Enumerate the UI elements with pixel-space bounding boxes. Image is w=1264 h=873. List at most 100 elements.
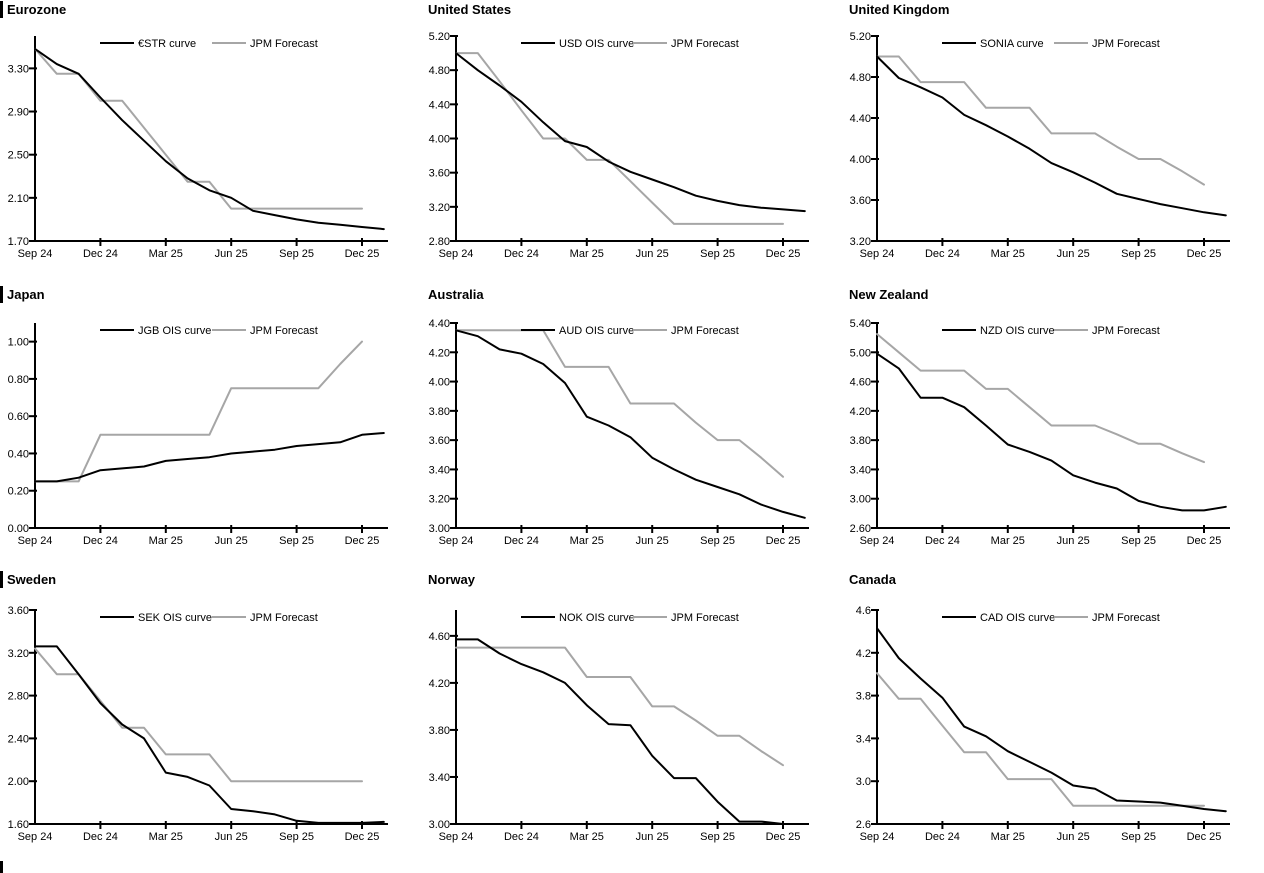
y-axis-tick-label: 2.10	[8, 193, 29, 205]
y-axis-tick-label: 3.80	[429, 406, 450, 418]
x-axis-tick-label: Mar 25	[149, 831, 183, 843]
x-axis-tick-label: Dec 25	[1187, 248, 1222, 260]
chart-title: Australia	[428, 287, 484, 302]
x-axis-tick-label: Dec 25	[345, 535, 380, 547]
y-axis-tick-label: 4.20	[429, 678, 450, 690]
y-axis-tick-label: 3.20	[8, 648, 29, 660]
y-axis-tick-label: 4.20	[850, 406, 871, 418]
y-axis-tick-label: 3.00	[850, 494, 871, 506]
y-axis-tick-label: 4.2	[856, 648, 871, 660]
x-axis-tick-label: Mar 25	[149, 248, 183, 260]
x-axis-tick-label: Sep 24	[860, 831, 895, 843]
y-axis-tick-label: 1.70	[8, 236, 29, 248]
legend-item-label: JPM Forecast	[250, 325, 318, 337]
legend-item-label: JPM Forecast	[1092, 612, 1160, 624]
x-axis-tick-label: Jun 25	[1057, 248, 1090, 260]
chart-cell-norway: Norway 4.60 4.20 3.80 3.40 3.00 Sep 24 Dec 24 Ma…	[421, 570, 842, 873]
x-axis-tick-label: Mar 25	[991, 248, 1025, 260]
forecast-line	[876, 55, 1205, 186]
chart-title: Eurozone	[7, 2, 67, 17]
ois-curve-line	[876, 55, 1227, 217]
legend-item-label: SONIA curve	[980, 38, 1044, 50]
x-axis-tick-label: Dec 25	[1187, 535, 1222, 547]
legend-item-label: JPM Forecast	[671, 612, 739, 624]
y-axis-tick-label: 2.60	[850, 523, 871, 535]
x-axis-tick-label: Sep 24	[439, 535, 474, 547]
x-axis-tick-label: Sep 24	[18, 535, 53, 547]
legend-item-label: JPM Forecast	[1092, 38, 1160, 50]
y-axis-tick-label: 5.00	[850, 347, 871, 359]
y-axis-tick-label: 0.00	[8, 523, 29, 535]
legend-item-label: USD OIS curve	[559, 38, 634, 50]
chart-cell-new-zealand: New Zealand 5.40 5.00 4.60 4.20 3.80 3.40 3.00 2…	[842, 285, 1264, 570]
legend-item-label: JGB OIS curve	[138, 325, 211, 337]
x-axis-tick-label: Dec 24	[83, 535, 118, 547]
legend-item-label: JPM Forecast	[671, 38, 739, 50]
x-axis-tick-label: Dec 25	[345, 831, 380, 843]
legend-item-label: SEK OIS curve	[138, 612, 212, 624]
x-axis-tick-label: Sep 24	[18, 831, 53, 843]
y-axis-tick-label: 0.20	[8, 486, 29, 498]
y-axis-tick-label: 3.20	[429, 494, 450, 506]
forecast-line	[34, 47, 363, 210]
legend-item-label: NOK OIS curve	[559, 612, 635, 624]
x-axis-tick-label: Dec 24	[925, 831, 960, 843]
section-divider-bar	[0, 1, 3, 18]
forecast-line	[876, 672, 1205, 807]
chart-title: United Kingdom	[849, 2, 950, 17]
y-axis-tick-label: 1.00	[8, 337, 29, 349]
y-axis-tick-label: 4.40	[429, 99, 450, 111]
y-axis-tick-label: 3.4	[856, 733, 871, 745]
x-axis-tick-label: Jun 25	[215, 831, 248, 843]
ois-curve-line	[455, 329, 806, 519]
x-axis-tick-label: Mar 25	[570, 248, 604, 260]
y-axis-tick-label: 3.40	[850, 464, 871, 476]
y-axis-tick-label: 3.80	[850, 435, 871, 447]
x-axis-tick-label: Dec 25	[766, 535, 801, 547]
x-axis-tick-label: Jun 25	[1057, 831, 1090, 843]
x-axis-tick-label: Dec 25	[345, 248, 380, 260]
x-axis-tick-label: Sep 24	[18, 248, 53, 260]
section-divider-bar-bottom	[0, 861, 3, 873]
y-axis-tick-label: 2.6	[856, 819, 871, 831]
chart-cell-united-states: United States 5.20 4.80 4.40 4.00 3.60 3.20 2.8…	[421, 0, 842, 285]
chart-title: Canada	[849, 572, 896, 587]
forecast-line	[455, 329, 784, 478]
x-axis-tick-label: Sep 24	[860, 535, 895, 547]
forecast-line	[876, 333, 1205, 464]
chart-title: Sweden	[7, 572, 57, 587]
y-axis-tick-label: 3.80	[429, 725, 450, 737]
y-axis-tick-label: 5.40	[850, 318, 871, 330]
ois-curve-line	[455, 52, 806, 213]
x-axis-tick-label: Mar 25	[991, 831, 1025, 843]
chart-cell-japan: Japan 1.00 0.80 0.60 0.40 0.20 0.00 Sep 24 Dec 2…	[0, 285, 421, 570]
chart-cell-eurozone: Eurozone 3.30 2.90 2.50 2.10 1.70 Sep 24 Dec 24…	[0, 0, 421, 285]
y-axis-tick-label: 3.00	[429, 819, 450, 831]
chart-title: Japan	[7, 287, 45, 302]
x-axis-tick-label: Sep 25	[700, 248, 735, 260]
y-axis-tick-label: 4.00	[850, 154, 871, 166]
legend-item-label: €STR curve	[138, 38, 196, 50]
x-axis-tick-label: Mar 25	[149, 535, 183, 547]
legend-item-label: JPM Forecast	[671, 325, 739, 337]
y-axis-tick-label: 3.40	[429, 772, 450, 784]
y-axis-tick-label: 0.80	[8, 374, 29, 386]
x-axis-tick-label: Dec 24	[83, 831, 118, 843]
x-axis-tick-label: Dec 24	[925, 248, 960, 260]
y-axis-tick-label: 4.80	[850, 72, 871, 84]
section-divider-bar	[0, 571, 3, 588]
y-axis-tick-label: 3.60	[8, 605, 29, 617]
y-axis-tick-label: 0.40	[8, 448, 29, 460]
x-axis-tick-label: Sep 25	[279, 248, 314, 260]
ois-curve-line	[876, 627, 1227, 813]
forecast-line	[455, 646, 784, 767]
ois-curve-line	[34, 645, 385, 824]
x-axis-tick-label: Sep 25	[1121, 248, 1156, 260]
y-axis-tick-label: 4.00	[429, 134, 450, 146]
